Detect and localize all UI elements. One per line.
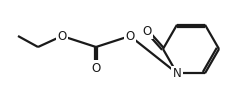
Text: O: O	[92, 62, 100, 74]
Text: N: N	[172, 67, 182, 80]
Text: O: O	[126, 29, 134, 43]
Text: O: O	[58, 29, 66, 43]
Text: O: O	[142, 24, 152, 38]
